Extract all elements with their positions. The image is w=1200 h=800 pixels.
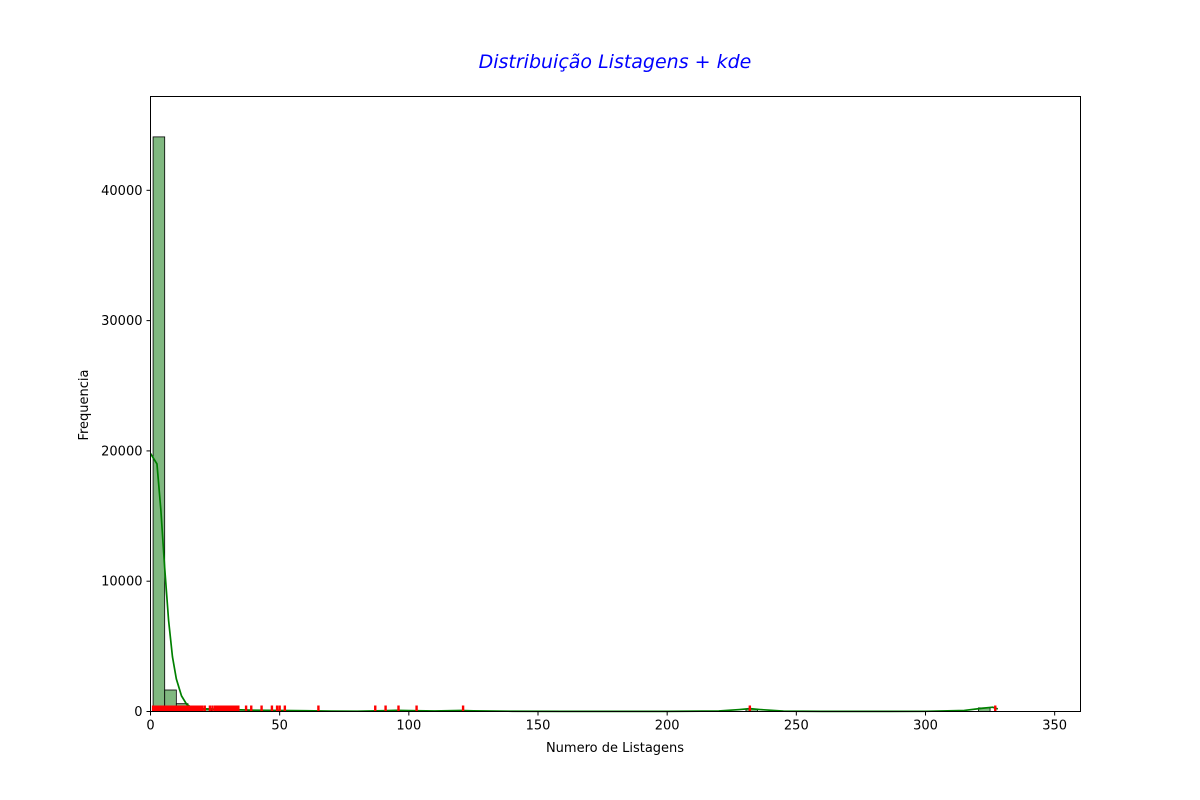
y-axis: 0 10000 20000 30000 40000 (101, 184, 151, 720)
plot-area (150, 96, 1081, 712)
x-axis: 0 50 100 150 200 250 300 350 (146, 711, 1067, 734)
x-tick-label: 350 (1042, 719, 1067, 734)
chart-title: Distribuição Listagens + kde (479, 51, 752, 73)
x-tick-label: 0 (146, 719, 154, 734)
kde-line (149, 453, 999, 713)
x-tick-label: 250 (784, 719, 809, 734)
y-tick-label: 30000 (101, 314, 142, 329)
y-tick-label: 40000 (101, 184, 142, 199)
x-tick-label: 150 (526, 719, 551, 734)
x-tick-label: 300 (913, 719, 938, 734)
x-tick-label: 50 (271, 719, 288, 734)
y-tick-label: 0 (134, 705, 142, 720)
x-tick-label: 100 (396, 719, 421, 734)
x-tick-label: 200 (655, 719, 680, 734)
histogram-bars (152, 136, 991, 712)
y-tick-label: 10000 (101, 575, 142, 590)
histogram-bar (152, 136, 166, 712)
rug-marks (151, 705, 997, 712)
y-axis-label: Frequencia (77, 369, 92, 440)
y-tick-label: 20000 (101, 444, 142, 459)
x-axis-label: Numero de Listagens (546, 741, 684, 756)
